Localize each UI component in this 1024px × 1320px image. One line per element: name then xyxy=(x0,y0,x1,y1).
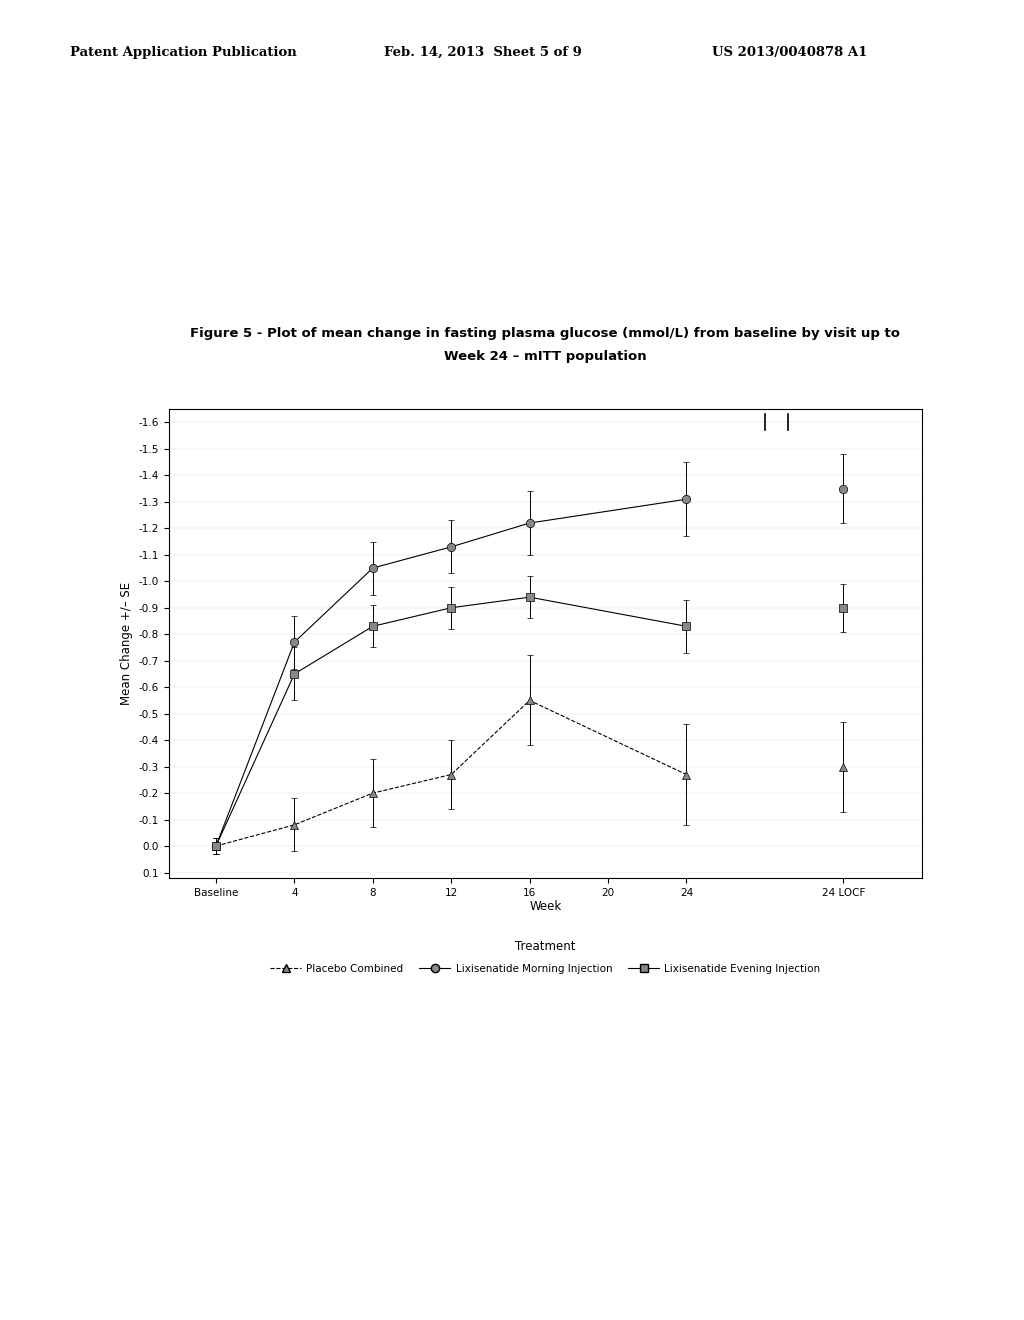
Text: Figure 5 - Plot of mean change in fasting plasma glucose (mmol/L) from baseline : Figure 5 - Plot of mean change in fastin… xyxy=(190,326,900,339)
Legend: Placebo Combined, Lixisenatide Morning Injection, Lixisenatide Evening Injection: Placebo Combined, Lixisenatide Morning I… xyxy=(266,960,824,978)
Text: Treatment: Treatment xyxy=(515,940,575,953)
Text: Week 24 – mITT population: Week 24 – mITT population xyxy=(444,350,646,363)
Text: Patent Application Publication: Patent Application Publication xyxy=(70,46,296,59)
Text: Feb. 14, 2013  Sheet 5 of 9: Feb. 14, 2013 Sheet 5 of 9 xyxy=(384,46,582,59)
X-axis label: Week: Week xyxy=(529,900,561,913)
Text: US 2013/0040878 A1: US 2013/0040878 A1 xyxy=(712,46,867,59)
Y-axis label: Mean Change +/– SE: Mean Change +/– SE xyxy=(120,582,133,705)
